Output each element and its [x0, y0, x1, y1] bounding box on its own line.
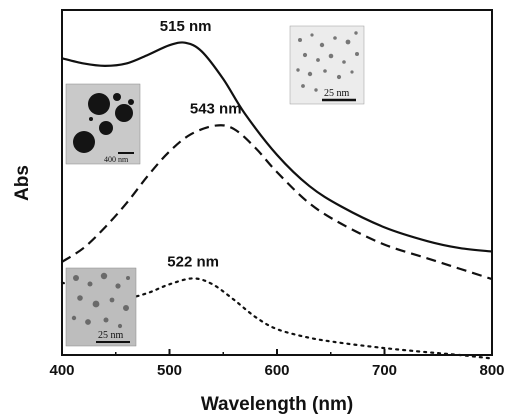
x-axis-title: Wavelength (nm) — [201, 394, 353, 415]
tem-inset-left: 400 nm — [66, 84, 140, 164]
x-tick-label: 800 — [479, 362, 504, 379]
x-tick-label: 600 — [264, 362, 289, 379]
x-tick-label: 700 — [372, 362, 397, 379]
peak-label: 543 nm — [190, 101, 242, 118]
inset-scale-label: 25 nm — [98, 330, 124, 341]
inset-scale-label: 25 nm — [324, 88, 350, 99]
tem-inset-top-right: 25 nm — [290, 26, 364, 104]
peak-label: 522 nm — [167, 253, 219, 270]
x-tick-label: 500 — [157, 362, 182, 379]
tem-inset-bottom-left: 25 nm — [66, 268, 136, 346]
inset-scale-label: 400 nm — [104, 155, 129, 164]
y-axis-title: Abs — [12, 165, 33, 201]
peak-label: 515 nm — [160, 18, 212, 35]
x-tick-label: 400 — [49, 362, 74, 379]
